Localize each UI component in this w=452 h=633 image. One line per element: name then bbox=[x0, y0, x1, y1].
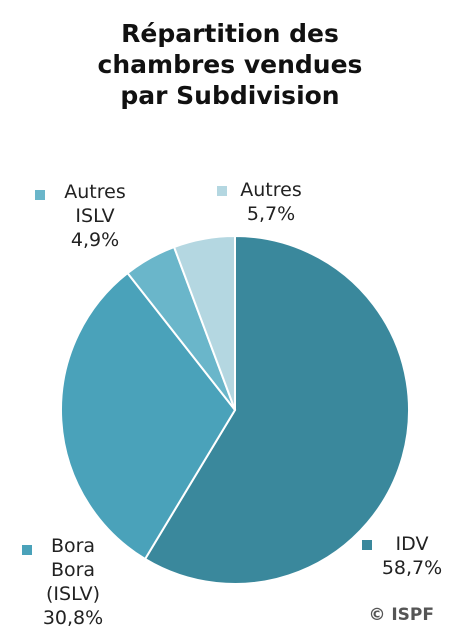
legend-swatch bbox=[35, 190, 45, 200]
chart-title: Répartition des chambres vendues par Sub… bbox=[97, 19, 363, 110]
data-label: IDV 58,7% bbox=[372, 532, 452, 580]
legend-swatch bbox=[362, 540, 372, 550]
legend-swatch bbox=[22, 545, 32, 555]
data-label: Autres 5,7% bbox=[226, 178, 316, 226]
value-label: 30,8% bbox=[42, 607, 104, 629]
category-label: Autres ISLV bbox=[64, 181, 126, 227]
value-label: 5,7% bbox=[246, 203, 296, 225]
category-label: IDV bbox=[395, 533, 429, 555]
source: © ISPF bbox=[368, 605, 434, 625]
value-label: 58,7% bbox=[381, 557, 443, 579]
data-label: Bora Bora (ISLV) 30,8% bbox=[34, 534, 112, 630]
pie-slice bbox=[60, 271, 237, 561]
data-label: Autres ISLV 4,9% bbox=[50, 180, 140, 252]
pie-slice bbox=[143, 234, 410, 585]
legend-swatch bbox=[217, 186, 227, 196]
pie-slice bbox=[172, 234, 236, 411]
category-label: Autres bbox=[240, 179, 302, 201]
value-label: 4,9% bbox=[70, 229, 120, 251]
category-label: Bora Bora (ISLV) bbox=[46, 535, 100, 605]
